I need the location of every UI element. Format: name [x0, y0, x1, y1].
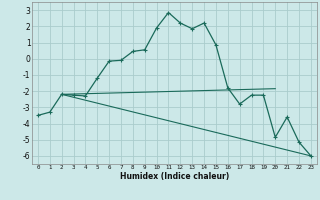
- X-axis label: Humidex (Indice chaleur): Humidex (Indice chaleur): [120, 172, 229, 181]
